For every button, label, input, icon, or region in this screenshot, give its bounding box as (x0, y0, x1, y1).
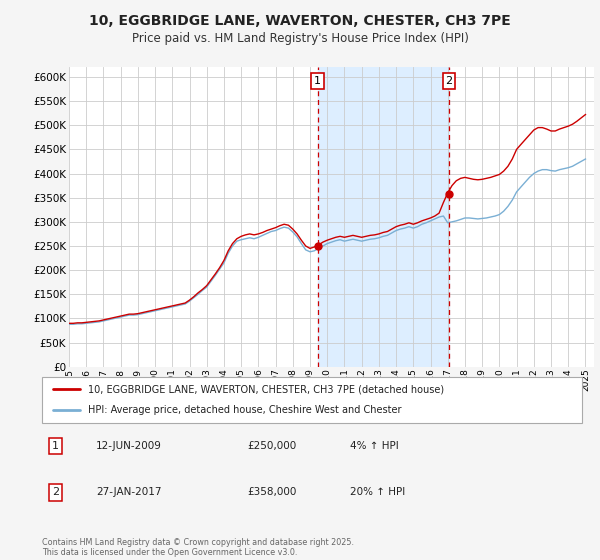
Text: 1: 1 (52, 441, 59, 451)
Text: 27-JAN-2017: 27-JAN-2017 (96, 488, 161, 497)
Text: £250,000: £250,000 (247, 441, 296, 451)
FancyBboxPatch shape (42, 377, 582, 423)
Text: 1: 1 (314, 76, 321, 86)
Text: Price paid vs. HM Land Registry's House Price Index (HPI): Price paid vs. HM Land Registry's House … (131, 32, 469, 45)
Text: Contains HM Land Registry data © Crown copyright and database right 2025.
This d: Contains HM Land Registry data © Crown c… (42, 538, 354, 557)
Text: 2: 2 (52, 488, 59, 497)
Text: 10, EGGBRIDGE LANE, WAVERTON, CHESTER, CH3 7PE (detached house): 10, EGGBRIDGE LANE, WAVERTON, CHESTER, C… (88, 384, 444, 394)
Text: 12-JUN-2009: 12-JUN-2009 (96, 441, 162, 451)
Text: 20% ↑ HPI: 20% ↑ HPI (350, 488, 405, 497)
Text: HPI: Average price, detached house, Cheshire West and Chester: HPI: Average price, detached house, Ches… (88, 405, 401, 416)
Text: 4% ↑ HPI: 4% ↑ HPI (350, 441, 398, 451)
Text: £358,000: £358,000 (247, 488, 296, 497)
Text: 2: 2 (445, 76, 452, 86)
Bar (317, 67, 449, 367)
Text: 10, EGGBRIDGE LANE, WAVERTON, CHESTER, CH3 7PE: 10, EGGBRIDGE LANE, WAVERTON, CHESTER, C… (89, 14, 511, 28)
